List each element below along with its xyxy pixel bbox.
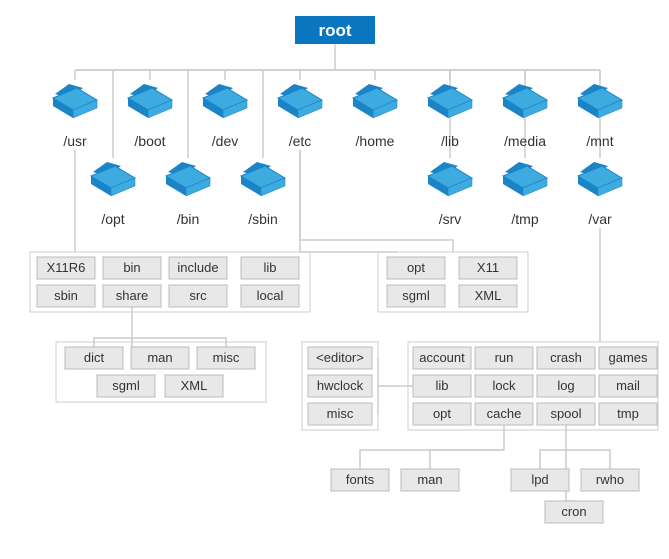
svg-text:sgml: sgml	[402, 288, 430, 303]
svg-text:cron: cron	[561, 504, 586, 519]
svg-text:spool: spool	[550, 406, 581, 421]
folder-label: /tmp	[511, 211, 538, 227]
svg-text:share: share	[116, 288, 149, 303]
svg-text:XML: XML	[475, 288, 502, 303]
folder-icon	[503, 162, 547, 196]
folder-icon	[353, 84, 397, 118]
svg-text:mail: mail	[616, 378, 640, 393]
svg-text:root: root	[318, 21, 351, 40]
svg-text:misc: misc	[213, 350, 240, 365]
folder-label: /etc	[289, 133, 312, 149]
folder-label: /home	[356, 133, 395, 149]
svg-text:games: games	[608, 350, 648, 365]
folder-label: /boot	[134, 133, 165, 149]
svg-text:lib: lib	[263, 260, 276, 275]
svg-text:fonts: fonts	[346, 472, 375, 487]
folder-label: /usr	[63, 133, 87, 149]
svg-text:XML: XML	[181, 378, 208, 393]
folder-label: /bin	[177, 211, 200, 227]
svg-text:hwclock: hwclock	[317, 378, 364, 393]
svg-text:X11R6: X11R6	[47, 260, 86, 275]
svg-text:misc: misc	[327, 406, 354, 421]
svg-text:local: local	[257, 288, 284, 303]
folder-icon	[203, 84, 247, 118]
svg-text:man: man	[147, 350, 172, 365]
svg-text:account: account	[419, 350, 465, 365]
folder-label: /mnt	[586, 133, 613, 149]
folder-label: /media	[504, 133, 546, 149]
svg-text:sgml: sgml	[112, 378, 140, 393]
svg-text:src: src	[189, 288, 207, 303]
svg-text:bin: bin	[123, 260, 140, 275]
folder-icon	[166, 162, 210, 196]
folder-icon	[428, 84, 472, 118]
folder-icon	[241, 162, 285, 196]
filesystem-tree-diagram: root/usr/boot/dev/etc/home/lib/media/mnt…	[0, 0, 669, 559]
svg-text:<editor>: <editor>	[316, 350, 364, 365]
folder-icon	[578, 162, 622, 196]
folder-icon	[53, 84, 97, 118]
folder-label: /dev	[212, 133, 238, 149]
svg-text:dict: dict	[84, 350, 105, 365]
svg-text:sbin: sbin	[54, 288, 78, 303]
folder-icon	[428, 162, 472, 196]
svg-text:opt: opt	[407, 260, 425, 275]
svg-text:include: include	[177, 260, 218, 275]
folder-label: /srv	[439, 211, 462, 227]
folder-label: /lib	[441, 133, 459, 149]
svg-text:lock: lock	[492, 378, 516, 393]
folder-icon	[578, 84, 622, 118]
svg-text:rwho: rwho	[596, 472, 624, 487]
folder-icon	[91, 162, 135, 196]
svg-text:opt: opt	[433, 406, 451, 421]
svg-text:X11: X11	[477, 260, 499, 275]
folder-icon	[503, 84, 547, 118]
svg-text:lib: lib	[435, 378, 448, 393]
folder-icon	[278, 84, 322, 118]
folder-icon	[128, 84, 172, 118]
folder-label: /opt	[101, 211, 124, 227]
svg-text:log: log	[557, 378, 574, 393]
folder-label: /sbin	[248, 211, 278, 227]
svg-text:crash: crash	[550, 350, 582, 365]
svg-text:man: man	[417, 472, 442, 487]
svg-text:lpd: lpd	[531, 472, 548, 487]
svg-text:cache: cache	[487, 406, 522, 421]
svg-text:tmp: tmp	[617, 406, 639, 421]
svg-text:run: run	[495, 350, 514, 365]
folder-label: /var	[588, 211, 612, 227]
